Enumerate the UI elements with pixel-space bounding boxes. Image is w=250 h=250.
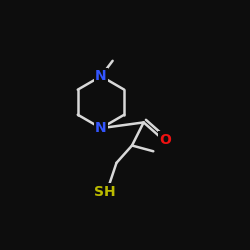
Text: N: N	[95, 121, 107, 135]
Text: N: N	[95, 69, 107, 83]
Text: O: O	[159, 133, 171, 147]
Text: SH: SH	[94, 185, 116, 199]
